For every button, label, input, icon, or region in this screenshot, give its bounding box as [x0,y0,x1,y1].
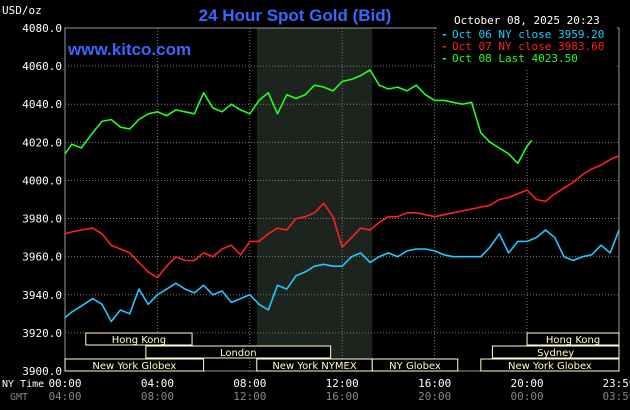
y-axis-tick-labels: 3900.0 3920.0 3940.0 3960.0 3980.0 4000.0 4020… [22,22,62,378]
y-tick-label: 4040.0 [22,98,62,111]
session-label: Hong Kong [546,335,600,346]
y-tick-label: 3980.0 [22,213,62,226]
x-axis-tick-labels: 00:0004:0004:0008:0008:0012:0012:0016:00… [48,377,630,403]
x-tick-label-ny: 12:00 [326,377,359,390]
y-tick-label: 4000.0 [22,174,62,187]
website-watermark: www.kitco.com [67,40,191,59]
x-tick-label-ny: 04:00 [141,377,174,390]
price-series [64,69,620,323]
series-line-0 [64,229,620,323]
y-tick-label: 4060.0 [22,60,62,73]
x-tick-label-gmt: 08:00 [141,390,174,403]
grid-lines [64,27,620,372]
legend-marker-oct07: - [441,40,448,53]
session-label: New York Globex [92,361,176,372]
session-bar [85,332,193,346]
y-axis-unit-label: USD/oz [2,4,42,17]
trading-session-bars: Hong Kong London New York Globex New York N… [64,332,620,372]
x-tick-label-ny: 20:00 [510,377,543,390]
session-label: New York NYMEX [272,361,357,372]
ny-time-label: NY Time [2,379,44,390]
y-tick-label: 4080.0 [22,22,62,35]
session-label: New York Globex [508,361,592,372]
session-bar [526,332,620,346]
x-tick-label-ny: 08:00 [233,377,266,390]
gmt-label: GMT [10,392,28,403]
nymex-session-shade [256,28,373,371]
session-bar [64,358,205,372]
x-tick-label-ny: 00:00 [48,377,81,390]
x-tick-label-ny: 16:00 [418,377,451,390]
y-tick-label: 3940.0 [22,289,62,302]
y-tick-label: 3920.0 [22,327,62,340]
x-tick-label-gmt: 00:00 [510,390,543,403]
legend: - Oct 06 NY close 3959.20 - Oct 07 NY cl… [437,26,617,68]
session-label: NY Globex [389,361,441,372]
session-label: London [220,348,257,359]
session-label: Sydney [537,348,574,359]
legend-label-oct08: Oct 08 Last 4023.50 [452,52,578,65]
x-tick-label-gmt: 20:00 [418,390,451,403]
x-tick-label-gmt: 12:00 [233,390,266,403]
series-line-1 [64,154,620,279]
legend-label-oct06: Oct 06 NY close 3959.20 [452,28,604,41]
legend-marker-oct06: - [441,28,448,41]
chart-title: 24 Hour Spot Gold (Bid) [199,6,392,25]
y-tick-label: 3960.0 [22,251,62,264]
x-tick-label-ny: 23:59 [602,377,630,390]
timestamp: October 08, 2025 20:23 [454,14,600,27]
x-tick-label-gmt: 16:00 [326,390,359,403]
legend-label-oct07: Oct 07 NY close 3983.60 [452,40,604,53]
session-bar [491,345,620,359]
session-bar [371,358,459,372]
session-bar [480,358,620,372]
legend-marker-oct08: - [441,52,448,65]
y-tick-label: 4020.0 [22,136,62,149]
session-bar [145,345,332,359]
session-label: Hong Kong [112,335,166,346]
legend-box [437,26,617,68]
x-tick-label-gmt: 03:59 [602,390,630,403]
series-line-2 [64,69,533,165]
x-tick-label-gmt: 04:00 [48,390,81,403]
y-tick-label: 3900.0 [22,365,62,378]
